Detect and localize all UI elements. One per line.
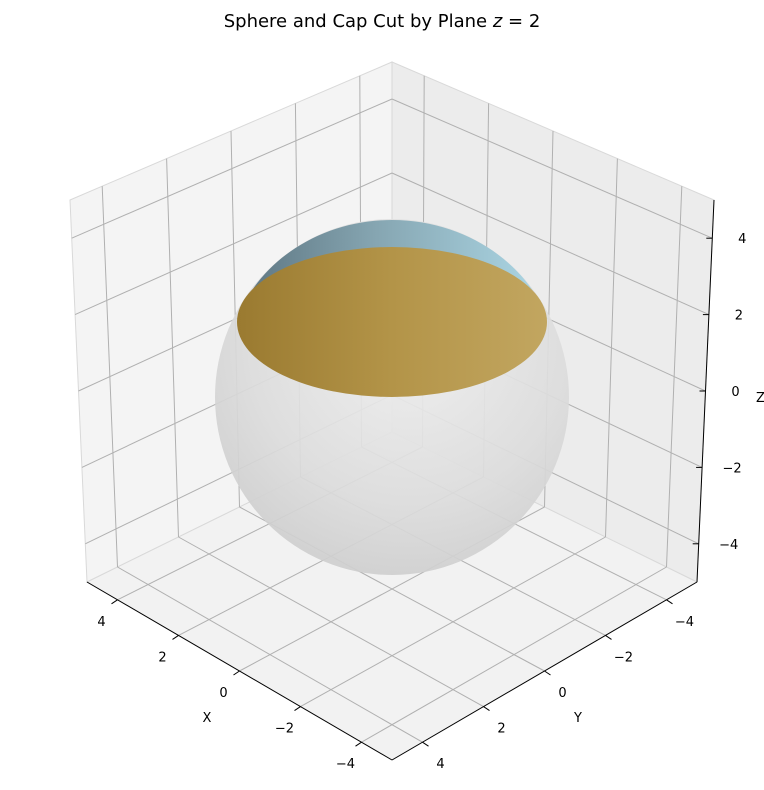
x-tick-label: 0 (219, 686, 227, 701)
x-axis-label: X (203, 711, 212, 726)
y-tick-label: 2 (497, 722, 505, 737)
axis-ticks: 4 2 0 −2 −4 −4 −2 0 2 4 4 2 0 −2 −4 (97, 232, 746, 772)
x-tick-label: −4 (336, 757, 355, 772)
y-tick-mark (666, 599, 673, 605)
z-tick-label: 0 (731, 385, 739, 400)
y-tick-label: −4 (675, 615, 694, 630)
grid-line-y (117, 566, 423, 743)
y-tick-label: 0 (558, 686, 566, 701)
grid-line-z-right (391, 172, 710, 316)
chart-title: Sphere and Cap Cut by Plane z = 2 (224, 11, 541, 32)
grid-line-z-right (391, 98, 713, 239)
grid-line-z-left (71, 98, 393, 239)
z-tick-label: −4 (719, 538, 738, 553)
x-tick-label: 2 (158, 650, 166, 665)
x-tick-label: −2 (275, 722, 294, 737)
x-tick-mark (111, 599, 118, 605)
grid-line-z-left (74, 172, 393, 316)
x-tick-label: 4 (97, 615, 105, 630)
x-tick-mark (233, 670, 240, 676)
y-tick-mark (483, 706, 490, 712)
x-tick-mark (294, 706, 301, 712)
x-tick-mark (172, 634, 179, 640)
y-tick-label: 4 (436, 757, 444, 772)
cutting-plane-disk (237, 247, 547, 397)
y-tick-label: −2 (614, 650, 633, 665)
x-tick-mark (355, 741, 362, 747)
y-axis-label: Y (573, 711, 582, 726)
y-tick-mark (544, 670, 551, 676)
chart-title-math: z (492, 11, 503, 32)
grid-line-y (178, 536, 484, 708)
z-axis-label: Z (756, 391, 764, 406)
y-tick-mark (422, 741, 429, 747)
y-tick-mark (605, 634, 612, 640)
z-tick-label: 4 (738, 232, 746, 247)
z-tick-label: 2 (735, 309, 743, 324)
z-tick-label: −2 (723, 461, 742, 476)
